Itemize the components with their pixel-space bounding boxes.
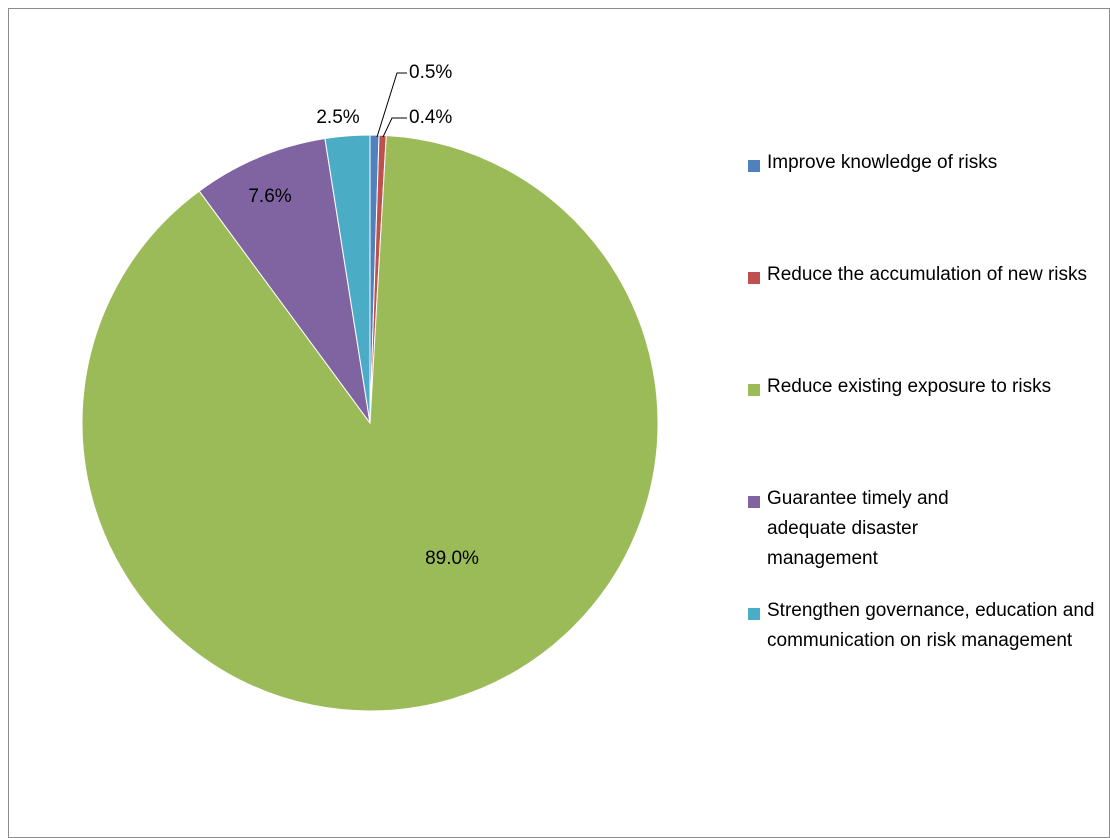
- data-label: 0.5%: [409, 62, 452, 83]
- pie-slice: [324, 134, 371, 424]
- legend-item: Guarantee timely and adequate disaster m…: [748, 488, 967, 574]
- legend-item: Strengthen governance, education and com…: [748, 600, 1102, 656]
- legend-item: Improve knowledge of risks: [748, 152, 997, 178]
- pie-slice: [198, 137, 371, 424]
- legend-label: Improve knowledge of risks: [767, 152, 998, 173]
- data-label: 7.6%: [248, 186, 291, 207]
- legend-swatch: [748, 272, 760, 284]
- legend-label: Strengthen governance, education and com…: [767, 600, 1095, 651]
- legend-swatch: [748, 608, 760, 620]
- data-label: 0.4%: [409, 107, 452, 128]
- legend-label: Guarantee timely and adequate disaster m…: [767, 488, 949, 569]
- legend-swatch: [748, 496, 760, 508]
- leader-line: [376, 72, 407, 138]
- legend-swatch: [748, 160, 760, 172]
- legend-label: Reduce the accumulation of new risks: [767, 264, 1087, 285]
- data-label: 89.0%: [425, 548, 479, 569]
- pie-slice: [81, 134, 659, 712]
- data-label: 2.5%: [316, 107, 359, 128]
- legend-label: Reduce existing exposure to risks: [767, 376, 1052, 397]
- legend-item: Reduce the accumulation of new risks: [748, 264, 1087, 290]
- legend-swatch: [748, 384, 760, 396]
- leader-line: [382, 117, 407, 138]
- legend-item: Reduce existing exposure to risks: [748, 376, 1087, 402]
